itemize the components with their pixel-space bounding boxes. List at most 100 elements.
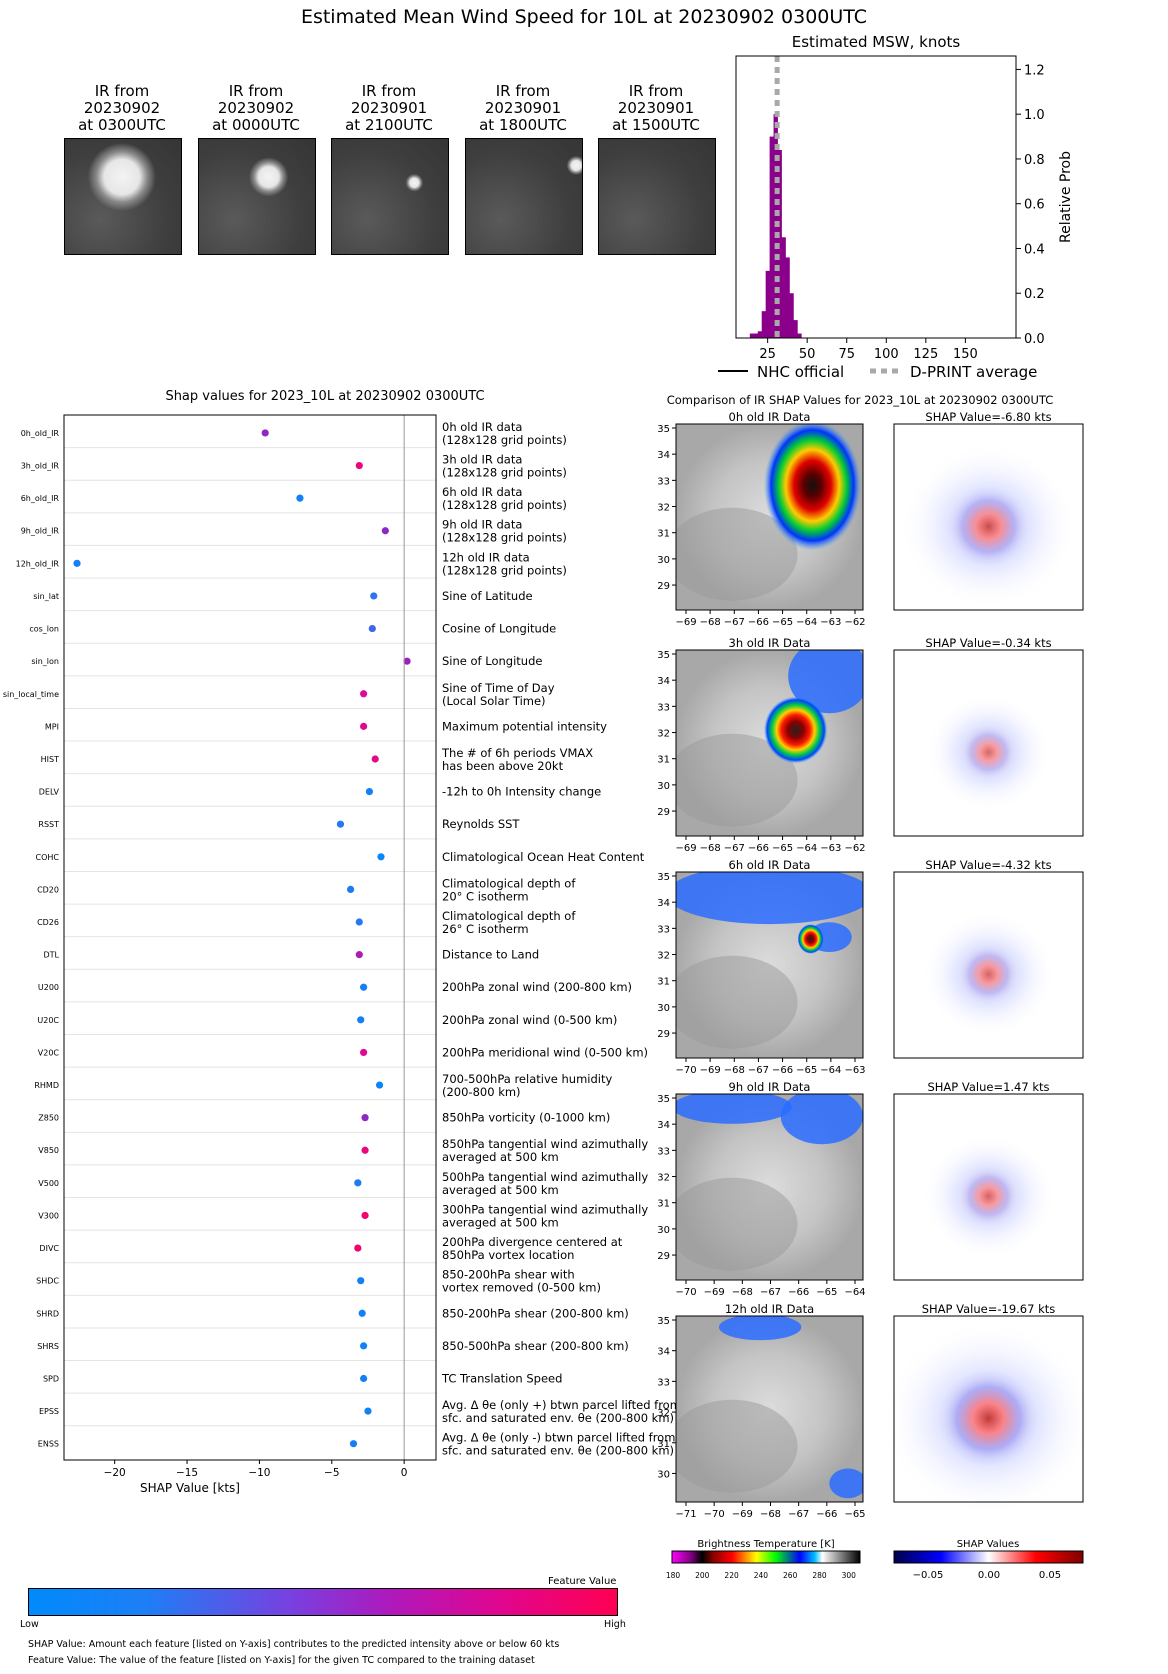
- shap-colorbar: [893, 1550, 1084, 1564]
- shap-feature-description: 700-500hPa relative humidity: [442, 1072, 612, 1086]
- ir-thumbnail-title-line: 20230901: [484, 99, 562, 117]
- ir-thumbnail-title: IR from 20230902 at 0300UTC: [52, 83, 192, 134]
- shap-feature-name: 6h_old_IR: [21, 494, 60, 503]
- shap-feature-description: Avg. Δ θe (only +) btwn parcel lifted fr…: [442, 1398, 681, 1412]
- shap-feature-description: 20° C isotherm: [442, 889, 529, 903]
- shap-feature-description: Climatological depth of: [442, 909, 576, 923]
- ir-panel-frame: [675, 1315, 864, 1503]
- ir-thumbnail-title-line: at 1800UTC: [479, 116, 567, 134]
- shap-scatter-chart: Shap values for 2023_10L at 20230902 030…: [3, 389, 681, 1495]
- shap-feature-name: sin_lat: [33, 592, 59, 601]
- ir-x-tick-label: −65: [772, 617, 793, 628]
- ir-panel-image: [676, 424, 863, 610]
- ir-panel-image: [676, 1094, 863, 1280]
- shap-feature-description: 9h old IR data: [442, 518, 522, 532]
- shap-feature-name: SHRS: [37, 1342, 59, 1351]
- shap-feature-name: cos_lon: [29, 625, 59, 634]
- ir-y-tick-label: 35: [657, 1316, 670, 1327]
- shap-feature-description: (128x128 grid points): [442, 563, 567, 577]
- shap-feature-name: SHRD: [36, 1309, 59, 1318]
- shap-feature-description: averaged at 500 km: [442, 1215, 559, 1229]
- ir-panel-title: 9h old IR Data: [729, 1080, 811, 1094]
- msw-histogram-chart: Estimated MSW, knots 25 50 75 100 125 150 0.0 0.…: [718, 33, 1074, 381]
- ir-panel-title: 6h old IR Data: [729, 858, 811, 872]
- shap-feature-name: SPD: [43, 1374, 59, 1383]
- shap-feature-description: Reynolds SST: [442, 817, 520, 831]
- shap-feature-name: EPSS: [39, 1407, 59, 1416]
- feature-colorbar-title: Feature Value: [548, 1576, 617, 1587]
- ir-x-tick-label: −67: [760, 1287, 781, 1298]
- shap-point: [361, 1211, 369, 1220]
- shap-point: [261, 429, 269, 437]
- shap-point: [358, 1309, 366, 1317]
- shap-point: [349, 1440, 358, 1448]
- shap-feature-name: 9h_old_IR: [21, 527, 60, 536]
- ir-panel-title: 3h old IR Data: [729, 636, 811, 650]
- ir-x-tick-label: −63: [820, 843, 841, 854]
- ir-x-tick-label: −63: [844, 1065, 865, 1076]
- shap-heat-core: [935, 1365, 1042, 1471]
- ir-thumbnail-title: IR from 20230901 at 2100UTC: [319, 83, 459, 134]
- ir-y-tick-label: 31: [657, 977, 670, 988]
- histogram-title: Estimated MSW, knots: [792, 33, 961, 51]
- shap-heat-core: [944, 483, 1033, 570]
- shap-point: [357, 1277, 365, 1285]
- shap-feature-name: 3h_old_IR: [21, 462, 60, 471]
- shap-feature-description: Avg. Δ θe (only -) btwn parcel lifted fr…: [442, 1431, 675, 1445]
- ir-y-tick-label: 35: [657, 1094, 670, 1105]
- shap-feature-name: sin_local_time: [3, 690, 59, 699]
- shap-feature-name: MPI: [45, 722, 59, 731]
- ir-y-tick-label: 31: [657, 1439, 670, 1450]
- shap-point: [381, 527, 389, 535]
- shap-frame: [63, 414, 437, 1461]
- ir-y-tick-label: 32: [657, 951, 670, 962]
- shap-colorbar-tick-label: 0.05: [1039, 1570, 1061, 1581]
- shap-colorbar-tick-label: −0.05: [913, 1570, 944, 1581]
- feature-value-colorbar: [28, 1588, 618, 1616]
- ir-y-tick-label: 34: [657, 898, 670, 909]
- ir-thumbnail-title-line: 20230901: [350, 99, 428, 117]
- ir-y-tick-label: 31: [657, 755, 670, 766]
- shap-panel-title: SHAP Value=-19.67 kts: [922, 1302, 1056, 1316]
- ir-y-tick-label: 35: [657, 650, 670, 661]
- ir-x-tick-label: −69: [704, 1287, 725, 1298]
- ir-thumbnail-title-line: IR from: [361, 82, 417, 100]
- shap-feature-description: 500hPa tangential wind azimuthally: [442, 1170, 648, 1184]
- ir-x-tick-label: −65: [796, 1065, 817, 1076]
- ir-y-tick-label: 32: [657, 729, 670, 740]
- shap-feature-description: 300hPa tangential wind azimuthally: [442, 1202, 648, 1216]
- ir-x-tick-label: −64: [820, 1065, 841, 1076]
- shap-feature-description: Sine of Time of Day: [442, 681, 555, 695]
- shap-point: [354, 1244, 362, 1252]
- shap-point: [375, 1081, 384, 1089]
- ir-cloud-shade: [676, 1399, 798, 1493]
- ir-x-tick-label: −66: [748, 843, 769, 854]
- shap-feature-description: 3h old IR data: [442, 453, 522, 467]
- shap-heat-core: [956, 942, 1021, 1006]
- page-title: Estimated Mean Wind Speed for 10L at 202…: [300, 6, 868, 28]
- histogram-y-tick-label: 0.4: [1024, 242, 1045, 257]
- shap-point: [360, 722, 368, 730]
- ir-x-tick-label: −70: [675, 1287, 696, 1298]
- histogram-y-tick-label: 1.2: [1024, 63, 1045, 78]
- ir-thumbnail-title: IR from 20230901 at 1800UTC: [453, 83, 593, 134]
- shap-feature-description: averaged at 500 km: [442, 1150, 559, 1164]
- ir-y-tick-label: 33: [657, 924, 670, 935]
- ir-thumbnail-image: [331, 138, 449, 255]
- ir-y-tick-label: 31: [657, 1199, 670, 1210]
- ir-storm-core: [763, 696, 828, 764]
- ir-thumbnail-title-line: IR from: [228, 82, 284, 100]
- ir-cold-cloud: [676, 1094, 792, 1124]
- shap-feature-description: 6h old IR data: [442, 485, 522, 499]
- ir-cloud-shade: [676, 1177, 798, 1271]
- shap-point: [346, 885, 355, 894]
- ir-panel-image: [676, 1316, 863, 1502]
- ir-y-tick-label: 35: [657, 424, 670, 435]
- ir-colorbar-tick-label: 180: [666, 1571, 681, 1580]
- ir-cloud-shade: [676, 955, 798, 1049]
- histogram-y-tick-label: 1.0: [1024, 108, 1045, 123]
- ir-cold-cloud: [676, 872, 863, 925]
- shap-x-axis-label: SHAP Value [kts]: [140, 1481, 240, 1495]
- ir-panel-frame: [675, 649, 864, 837]
- ir-y-tick-label: 30: [657, 1225, 670, 1236]
